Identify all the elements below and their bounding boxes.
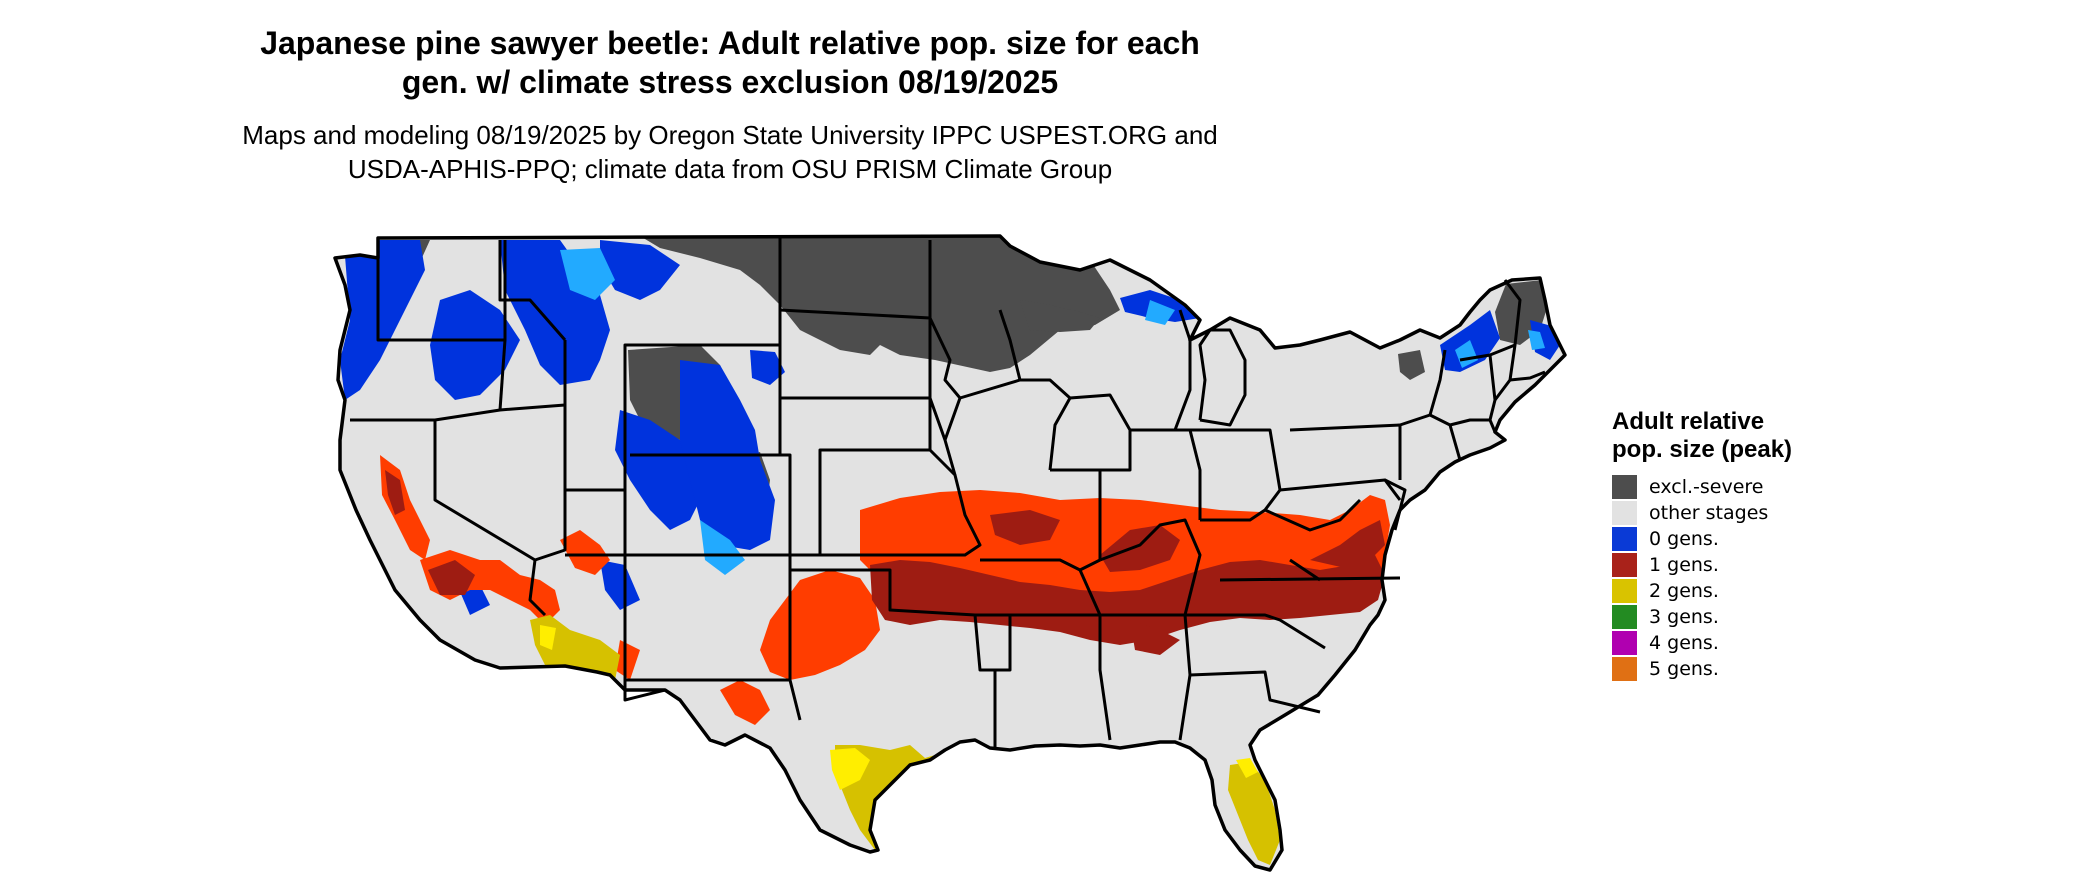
legend-swatch: [1612, 475, 1637, 499]
legend-item-other-stages: other stages: [1612, 500, 1852, 526]
legend-label: 0 gens.: [1649, 528, 1719, 550]
map-fill-layer: [335, 236, 1565, 870]
one-gen-dark-regions: [385, 470, 1385, 655]
state-borders: [350, 235, 1546, 750]
legend-label: 2 gens.: [1649, 580, 1719, 602]
two-gens-bright-regions: [540, 625, 1258, 790]
legend-item-5-gens: 5 gens.: [1612, 656, 1852, 682]
legend-swatch: [1612, 527, 1637, 551]
legend-label: 4 gens.: [1649, 632, 1719, 654]
legend-swatch: [1612, 657, 1637, 681]
legend-label: 5 gens.: [1649, 658, 1719, 680]
legend-swatch: [1612, 553, 1637, 577]
legend-item-3-gens: 3 gens.: [1612, 604, 1852, 630]
zero-gens-regions: [340, 240, 1560, 615]
legend-item-1-gens: 1 gens.: [1612, 552, 1852, 578]
legend-label: other stages: [1649, 502, 1769, 524]
legend-swatch: [1612, 631, 1637, 655]
legend-label: 1 gens.: [1649, 554, 1719, 576]
legend-swatch: [1612, 579, 1637, 603]
legend-item-0-gens: 0 gens.: [1612, 526, 1852, 552]
map-subtitle: Maps and modeling 08/19/2025 by Oregon S…: [242, 120, 1218, 184]
zero-gens-light-regions: [560, 248, 1545, 575]
legend-label: 3 gens.: [1649, 606, 1719, 628]
legend-item-4-gens: 4 gens.: [1612, 630, 1852, 656]
legend-swatch: [1612, 501, 1637, 525]
legend-item-2-gens: 2 gens.: [1612, 578, 1852, 604]
legend-label: excl.-severe: [1649, 476, 1764, 498]
title-block: Japanese pine sawyer beetle: Adult relat…: [230, 24, 1230, 186]
legend-items: excl.-severe other stages 0 gens. 1 gens…: [1612, 474, 1852, 682]
legend: Adult relative pop. size (peak) excl.-se…: [1612, 408, 1852, 682]
legend-swatch: [1612, 605, 1637, 629]
legend-item-excl-severe: excl.-severe: [1612, 474, 1852, 500]
legend-title: Adult relative pop. size (peak): [1612, 408, 1793, 463]
map-title: Japanese pine sawyer beetle: Adult relat…: [260, 25, 1200, 100]
